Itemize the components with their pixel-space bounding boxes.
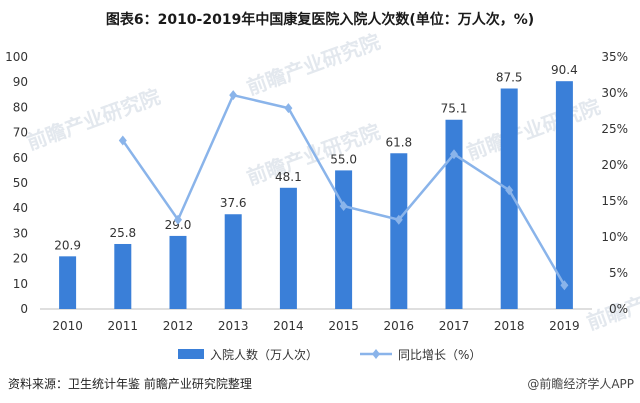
y2-tick-label: 0% bbox=[609, 302, 628, 316]
y2-tick-label: 35% bbox=[601, 50, 628, 64]
bar-value-label: 20.9 bbox=[54, 238, 81, 252]
bar-value-label: 25.8 bbox=[109, 226, 136, 240]
y2-tick-label: 10% bbox=[601, 230, 628, 244]
bar-value-label: 48.1 bbox=[275, 170, 302, 184]
bar-value-label: 29.0 bbox=[165, 218, 192, 232]
bar bbox=[224, 214, 242, 309]
bar bbox=[279, 187, 297, 309]
x-tick-label: 2019 bbox=[549, 319, 580, 333]
x-tick-label: 2013 bbox=[218, 319, 249, 333]
line-marker bbox=[118, 135, 127, 146]
line-marker bbox=[339, 201, 348, 212]
source-note: 资料来源：卫生统计年鉴 前瞻产业研究院整理 bbox=[8, 376, 252, 391]
legend: 入院人数（万人次） 同比增长（%） bbox=[178, 347, 481, 362]
legend-bar-swatch bbox=[178, 349, 204, 359]
y2-tick-label: 5% bbox=[609, 266, 628, 280]
x-tick-label: 2011 bbox=[108, 319, 139, 333]
x-tick-label: 2014 bbox=[273, 319, 304, 333]
y-tick-label: 20 bbox=[13, 252, 28, 266]
y2-tick-label: 25% bbox=[601, 122, 628, 136]
x-tick-label: 2010 bbox=[52, 319, 83, 333]
y-tick-label: 10 bbox=[13, 277, 28, 291]
y-tick-label: 90 bbox=[13, 75, 28, 89]
y-tick-label: 40 bbox=[13, 201, 28, 215]
bar bbox=[169, 235, 187, 309]
watermark-text: 前瞻产业研究院 bbox=[24, 84, 164, 154]
y-tick-label: 0 bbox=[20, 302, 28, 316]
watermark-text: 前瞻产业研究院 bbox=[464, 94, 604, 164]
y-tick-label: 60 bbox=[13, 151, 28, 165]
chart-title: 图表6：2010-2019年中国康复医院入院人次数(单位：万人次，%) bbox=[106, 11, 534, 28]
y-tick-label: 30 bbox=[13, 226, 28, 240]
legend-bar-label: 入院人数（万人次） bbox=[210, 347, 318, 362]
y2-tick-label: 30% bbox=[601, 86, 628, 100]
y2-tick-label: 20% bbox=[601, 158, 628, 172]
bar-value-label: 87.5 bbox=[496, 71, 523, 85]
attribution-text: @前瞻经济学人APP bbox=[527, 376, 634, 391]
y2-tick-label: 15% bbox=[601, 194, 628, 208]
bar-value-label: 61.8 bbox=[385, 135, 412, 149]
y-tick-label: 80 bbox=[13, 100, 28, 114]
legend-line-marker bbox=[372, 349, 380, 359]
line-marker bbox=[450, 149, 458, 160]
bar-value-label: 75.1 bbox=[441, 102, 468, 116]
x-tick-label: 2018 bbox=[494, 319, 525, 333]
bar bbox=[114, 243, 132, 309]
line-marker bbox=[284, 103, 293, 114]
line-marker bbox=[229, 90, 238, 101]
watermark-text: 前瞻产业研究院 bbox=[244, 29, 384, 99]
bar-value-label: 90.4 bbox=[551, 63, 578, 77]
x-tick-label: 2016 bbox=[384, 319, 415, 333]
line-marker bbox=[174, 214, 182, 225]
bar bbox=[335, 170, 353, 309]
bar bbox=[390, 153, 408, 309]
bar bbox=[555, 81, 573, 309]
bar bbox=[59, 256, 77, 309]
bar-data-labels: 20.9 25.8 29.0 37.6 48.1 55.0 61.8 75.1 87.5 90.4 bbox=[54, 63, 578, 252]
axes: 0 10 20 30 40 50 60 70 80 90 100 0% 5% 10% 15% 20% 25% 30… bbox=[5, 50, 628, 333]
bar bbox=[500, 88, 518, 309]
x-tick-label: 2012 bbox=[163, 319, 194, 333]
bar bbox=[445, 119, 463, 309]
y-tick-label: 70 bbox=[13, 126, 28, 140]
y-tick-label: 50 bbox=[13, 176, 28, 190]
line-marker bbox=[394, 214, 403, 225]
legend-line-label: 同比增长（%） bbox=[398, 348, 481, 362]
bar-series bbox=[59, 81, 573, 309]
line-marker bbox=[505, 185, 514, 196]
x-tick-label: 2017 bbox=[439, 319, 470, 333]
line-series bbox=[118, 90, 569, 291]
bar-value-label: 55.0 bbox=[330, 152, 357, 166]
line-marker bbox=[560, 280, 569, 291]
y-tick-label: 100 bbox=[5, 50, 28, 64]
bar-value-label: 37.6 bbox=[220, 196, 247, 210]
x-tick-label: 2015 bbox=[328, 319, 359, 333]
